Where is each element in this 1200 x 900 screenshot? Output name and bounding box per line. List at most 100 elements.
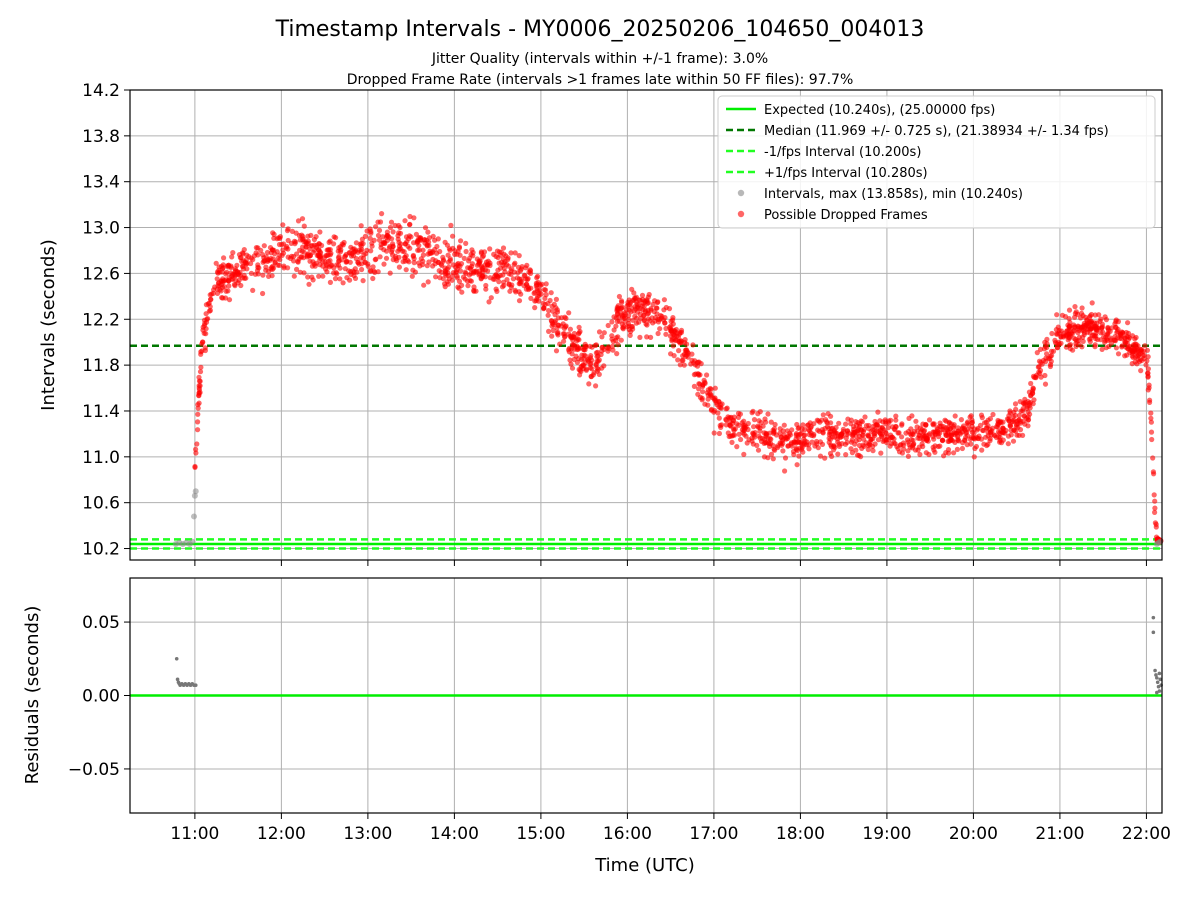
dropped-frame-point — [981, 441, 987, 447]
dropped-frame-point — [240, 263, 246, 269]
dropped-frame-point — [946, 419, 952, 425]
dropped-frame-point — [499, 284, 506, 290]
dropped-frame-point — [353, 240, 359, 246]
dropped-frame-point — [705, 402, 711, 408]
dropped-frame-point — [956, 438, 962, 444]
dropped-frame-point — [192, 464, 198, 470]
dropped-frame-point — [611, 327, 617, 333]
dropped-frame-point — [340, 280, 346, 286]
dropped-frame-point — [740, 430, 746, 436]
dropped-frame-point — [344, 258, 350, 264]
dropped-frame-point — [232, 283, 238, 289]
dropped-frame-point — [1053, 331, 1060, 337]
dropped-frame-point — [195, 419, 201, 425]
dropped-frame-point — [1099, 321, 1105, 327]
dropped-frame-point — [341, 239, 347, 246]
dropped-frame-point — [909, 413, 915, 419]
dropped-frame-point — [785, 433, 792, 439]
dropped-frame-point — [367, 235, 373, 241]
dropped-frame-point — [651, 309, 657, 315]
dropped-frame-point — [800, 422, 806, 428]
dropped-frame-point — [512, 287, 518, 293]
dropped-frame-point — [294, 266, 300, 272]
dropped-frame-point — [310, 249, 316, 255]
dropped-frame-point — [987, 429, 994, 435]
dropped-frame-point — [926, 417, 933, 423]
dropped-frame-point — [972, 445, 978, 452]
dropped-frame-point — [420, 258, 426, 264]
residual-point — [1154, 673, 1158, 677]
dropped-frame-point — [1013, 406, 1019, 412]
dropped-frame-point — [229, 254, 235, 260]
dropped-frame-point — [561, 338, 567, 344]
dropped-frame-point — [1091, 332, 1097, 338]
dropped-frame-point — [1088, 311, 1095, 318]
dropped-frame-point — [422, 225, 429, 231]
dropped-frame-point — [965, 419, 971, 425]
dropped-frame-point — [296, 256, 302, 262]
dropped-frame-point — [566, 310, 572, 316]
dropped-frame-point — [920, 443, 926, 450]
dropped-frame-point — [899, 434, 905, 440]
dropped-frame-point — [284, 228, 291, 234]
dropped-frame-point — [277, 257, 283, 263]
dropped-frame-point — [971, 454, 977, 460]
dropped-frame-point — [331, 241, 337, 247]
dropped-frame-point — [1143, 362, 1149, 368]
dropped-frame-point — [502, 269, 508, 275]
dropped-frame-point — [1067, 319, 1073, 326]
dropped-frame-point — [599, 334, 605, 340]
dropped-frame-point — [334, 271, 340, 277]
dropped-frame-point — [508, 284, 514, 290]
dropped-frame-point — [670, 343, 676, 349]
dropped-frame-point — [569, 365, 576, 371]
dropped-frame-point — [509, 266, 515, 272]
dropped-frame-point — [383, 255, 390, 261]
dropped-frame-point — [838, 434, 844, 440]
chart-subtitle-jitter: Jitter Quality (intervals within +/-1 fr… — [431, 51, 768, 67]
dropped-frame-point — [640, 307, 646, 313]
dropped-frame-point — [877, 418, 883, 424]
dropped-frame-point — [214, 276, 220, 282]
dropped-frame-point — [396, 264, 402, 270]
dropped-frame-point — [1072, 304, 1078, 310]
dropped-frame-point — [755, 411, 761, 417]
legend-label-dropped: Possible Dropped Frames — [764, 208, 928, 223]
dropped-frame-point — [488, 295, 494, 301]
dropped-frame-point — [968, 426, 974, 432]
dropped-frame-point — [442, 268, 448, 274]
dropped-frame-point — [1026, 389, 1032, 395]
dropped-frame-point — [1129, 353, 1135, 359]
dropped-frame-point — [1031, 397, 1037, 403]
dropped-frame-point — [248, 255, 254, 261]
dropped-frame-point — [1043, 358, 1049, 365]
dropped-frame-point — [424, 263, 430, 269]
dropped-frame-point — [375, 269, 381, 275]
dropped-frame-point — [881, 427, 887, 433]
dropped-frame-point — [515, 264, 522, 270]
dropped-frame-point — [765, 455, 771, 461]
top-y-tick-label: 11.8 — [82, 356, 120, 376]
dropped-frame-point — [717, 405, 724, 411]
dropped-frame-point — [430, 263, 436, 269]
dropped-frame-point — [626, 297, 632, 303]
dropped-frame-point — [756, 418, 762, 424]
dropped-frame-point — [943, 432, 949, 438]
dropped-frame-point — [389, 236, 395, 242]
dropped-frame-point — [610, 347, 616, 353]
dropped-frame-point — [699, 395, 705, 401]
dropped-frame-point — [461, 255, 467, 261]
dropped-frame-point — [324, 269, 330, 275]
dropped-frame-point — [843, 421, 849, 427]
dropped-frame-point — [241, 275, 248, 281]
x-tick-label: 21:00 — [1035, 824, 1084, 844]
dropped-frame-point — [379, 211, 385, 217]
dropped-frame-point — [610, 338, 616, 345]
dropped-frame-point — [339, 257, 345, 263]
dropped-frame-point — [1030, 385, 1036, 391]
dropped-frame-point — [768, 451, 775, 457]
dropped-frame-point — [809, 439, 815, 445]
x-tick-label: 18:00 — [776, 824, 825, 844]
dropped-frame-point — [305, 274, 311, 280]
dropped-frame-point — [207, 304, 213, 310]
